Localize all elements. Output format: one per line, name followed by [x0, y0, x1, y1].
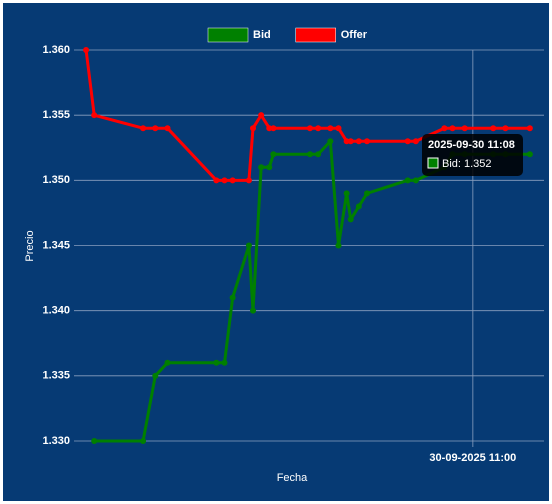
data-point	[140, 438, 147, 444]
data-point	[221, 177, 228, 184]
data-point	[335, 242, 342, 249]
y-axis-title: Precio	[24, 230, 36, 261]
data-point	[526, 151, 533, 158]
legend-label: Offer	[341, 29, 368, 41]
chart-background	[3, 3, 549, 501]
y-tick-label: 1.335	[42, 370, 70, 382]
data-point	[229, 294, 236, 301]
y-tick-label: 1.330	[42, 435, 70, 447]
data-point	[449, 125, 456, 132]
y-tick-label: 1.340	[42, 305, 70, 317]
data-point	[270, 125, 277, 132]
data-point	[270, 151, 277, 158]
data-point	[404, 138, 411, 145]
data-point	[355, 138, 362, 145]
y-tick-label: 1.360	[42, 44, 70, 56]
y-tick-label: 1.355	[42, 109, 70, 121]
data-point	[502, 125, 509, 132]
data-point	[307, 125, 313, 132]
data-point	[266, 164, 273, 171]
data-point	[412, 138, 419, 145]
data-point	[347, 216, 354, 223]
x-axis-title: Fecha	[277, 472, 308, 484]
data-point	[364, 190, 370, 197]
tooltip: 2025-09-30 11:08 Bid: 1.352	[422, 134, 523, 176]
tooltip-label: Bid: 1.352	[442, 158, 492, 170]
data-point	[258, 164, 265, 171]
data-point	[490, 125, 497, 132]
data-point	[258, 112, 265, 119]
data-point	[91, 438, 98, 444]
data-point	[315, 125, 322, 132]
data-point	[245, 242, 252, 249]
data-point	[221, 359, 228, 366]
data-point	[213, 177, 220, 184]
data-point	[315, 151, 322, 158]
tooltip-box	[422, 134, 523, 176]
legend-swatch	[207, 27, 249, 43]
tooltip-swatch	[427, 157, 439, 169]
data-point	[364, 138, 370, 145]
tooltip-title: 2025-09-30 11:08	[428, 139, 515, 151]
data-point	[83, 47, 90, 53]
data-point	[412, 177, 419, 184]
data-point	[343, 190, 350, 197]
data-point	[335, 125, 342, 132]
data-point	[327, 125, 334, 132]
data-point	[404, 177, 411, 184]
data-point	[461, 125, 468, 132]
y-tick-label: 1.345	[42, 239, 70, 251]
y-tick-label: 1.350	[42, 174, 70, 186]
data-point	[347, 138, 354, 145]
data-point	[164, 359, 171, 366]
data-point	[245, 177, 252, 184]
data-point	[250, 125, 256, 132]
data-point	[526, 125, 533, 132]
data-point	[164, 125, 171, 132]
data-point	[441, 125, 448, 132]
data-point	[213, 359, 220, 366]
x-tick-label: 30-09-2025 11:00	[429, 452, 516, 464]
data-point	[152, 125, 159, 132]
data-point	[140, 125, 147, 132]
data-point	[229, 177, 236, 184]
data-point	[355, 203, 362, 210]
data-point	[250, 307, 256, 314]
data-point	[307, 151, 313, 158]
data-point	[327, 138, 334, 145]
legend-swatch	[295, 27, 336, 43]
data-point	[91, 112, 98, 119]
legend-label: Bid	[253, 29, 271, 41]
data-point	[152, 372, 159, 379]
